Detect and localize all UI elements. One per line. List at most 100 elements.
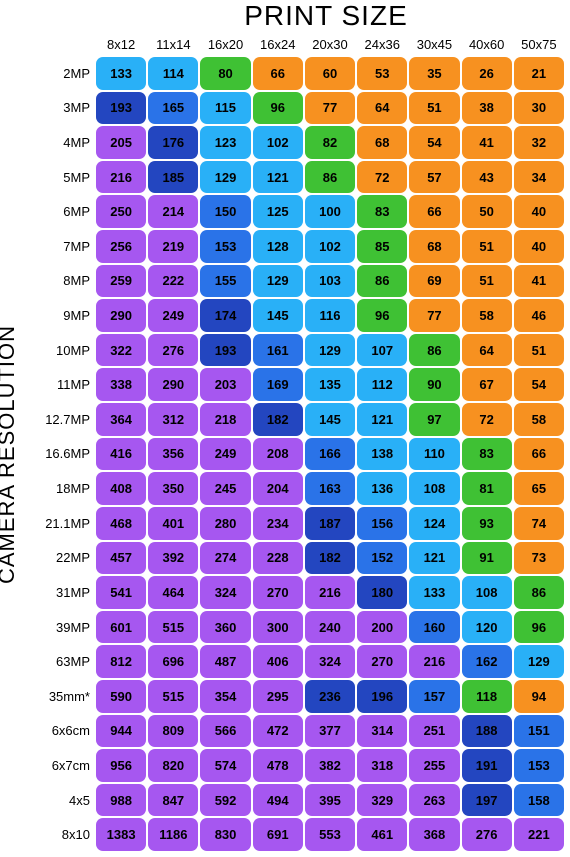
value-cell: 51 — [409, 92, 459, 125]
value-cell: 58 — [462, 299, 512, 332]
value-cell: 77 — [305, 92, 355, 125]
value-cell: 187 — [305, 507, 355, 540]
value-cell: 228 — [253, 542, 303, 575]
value-cell: 100 — [305, 195, 355, 228]
value-cell: 295 — [253, 680, 303, 713]
row-header: 63MP — [30, 645, 94, 678]
value-cell: 145 — [253, 299, 303, 332]
value-cell: 38 — [462, 92, 512, 125]
value-cell: 188 — [462, 715, 512, 748]
value-cell: 263 — [409, 784, 459, 817]
col-header: 20x30 — [305, 33, 355, 55]
value-cell: 50 — [462, 195, 512, 228]
value-cell: 182 — [253, 403, 303, 436]
value-cell: 368 — [409, 818, 459, 851]
value-cell: 123 — [200, 126, 250, 159]
value-cell: 68 — [357, 126, 407, 159]
value-cell: 51 — [462, 230, 512, 263]
value-cell: 58 — [514, 403, 564, 436]
col-header: 11x14 — [148, 33, 198, 55]
value-cell: 90 — [409, 368, 459, 401]
value-cell: 216 — [96, 161, 146, 194]
value-cell: 157 — [409, 680, 459, 713]
value-cell: 97 — [409, 403, 459, 436]
value-cell: 156 — [357, 507, 407, 540]
value-cell: 121 — [409, 542, 459, 575]
value-cell: 35 — [409, 57, 459, 90]
value-cell: 46 — [514, 299, 564, 332]
value-cell: 204 — [253, 472, 303, 505]
value-cell: 96 — [253, 92, 303, 125]
value-cell: 158 — [514, 784, 564, 817]
row-header: 2MP — [30, 57, 94, 90]
value-cell: 160 — [409, 611, 459, 644]
title-camera-resolution: CAMERA RESOLUTION — [0, 60, 24, 849]
row-header: 18MP — [30, 472, 94, 505]
value-cell: 406 — [253, 645, 303, 678]
value-cell: 108 — [409, 472, 459, 505]
value-cell: 129 — [305, 334, 355, 367]
value-cell: 830 — [200, 818, 250, 851]
value-cell: 219 — [148, 230, 198, 263]
value-cell: 318 — [357, 749, 407, 782]
value-cell: 205 — [96, 126, 146, 159]
value-cell: 270 — [357, 645, 407, 678]
value-cell: 249 — [148, 299, 198, 332]
value-cell: 77 — [409, 299, 459, 332]
value-cell: 40 — [514, 195, 564, 228]
row-header: 35mm* — [30, 680, 94, 713]
row-header: 6x6cm — [30, 715, 94, 748]
value-cell: 176 — [148, 126, 198, 159]
value-cell: 314 — [357, 715, 407, 748]
value-cell: 541 — [96, 576, 146, 609]
value-cell: 107 — [357, 334, 407, 367]
value-cell: 487 — [200, 645, 250, 678]
value-cell: 138 — [357, 438, 407, 471]
value-cell: 256 — [96, 230, 146, 263]
value-cell: 54 — [409, 126, 459, 159]
value-cell: 91 — [462, 542, 512, 575]
value-cell: 51 — [462, 265, 512, 298]
value-cell: 34 — [514, 161, 564, 194]
value-cell: 82 — [305, 126, 355, 159]
value-cell: 457 — [96, 542, 146, 575]
value-cell: 66 — [253, 57, 303, 90]
value-cell: 67 — [462, 368, 512, 401]
value-cell: 72 — [462, 403, 512, 436]
value-cell: 115 — [200, 92, 250, 125]
value-cell: 185 — [148, 161, 198, 194]
value-cell: 382 — [305, 749, 355, 782]
value-cell: 259 — [96, 265, 146, 298]
row-header: 4MP — [30, 126, 94, 159]
value-cell: 240 — [305, 611, 355, 644]
value-cell: 86 — [305, 161, 355, 194]
value-cell: 553 — [305, 818, 355, 851]
value-cell: 83 — [357, 195, 407, 228]
value-cell: 124 — [409, 507, 459, 540]
value-cell: 408 — [96, 472, 146, 505]
value-cell: 290 — [148, 368, 198, 401]
value-cell: 64 — [462, 334, 512, 367]
col-header: 30x45 — [409, 33, 459, 55]
value-cell: 43 — [462, 161, 512, 194]
row-header: 22MP — [30, 542, 94, 575]
value-cell: 136 — [357, 472, 407, 505]
value-cell: 696 — [148, 645, 198, 678]
value-cell: 81 — [462, 472, 512, 505]
value-cell: 153 — [514, 749, 564, 782]
resolution-print-grid: 8x1211x1416x2016x2420x3024x3630x4540x605… — [30, 33, 564, 851]
value-cell: 66 — [514, 438, 564, 471]
value-cell: 461 — [357, 818, 407, 851]
value-cell: 129 — [514, 645, 564, 678]
value-cell: 478 — [253, 749, 303, 782]
value-cell: 312 — [148, 403, 198, 436]
value-cell: 129 — [253, 265, 303, 298]
row-header: 6MP — [30, 195, 94, 228]
value-cell: 73 — [514, 542, 564, 575]
value-cell: 395 — [305, 784, 355, 817]
row-header: 16.6MP — [30, 438, 94, 471]
value-cell: 350 — [148, 472, 198, 505]
value-cell: 377 — [305, 715, 355, 748]
value-cell: 86 — [357, 265, 407, 298]
value-cell: 150 — [200, 195, 250, 228]
